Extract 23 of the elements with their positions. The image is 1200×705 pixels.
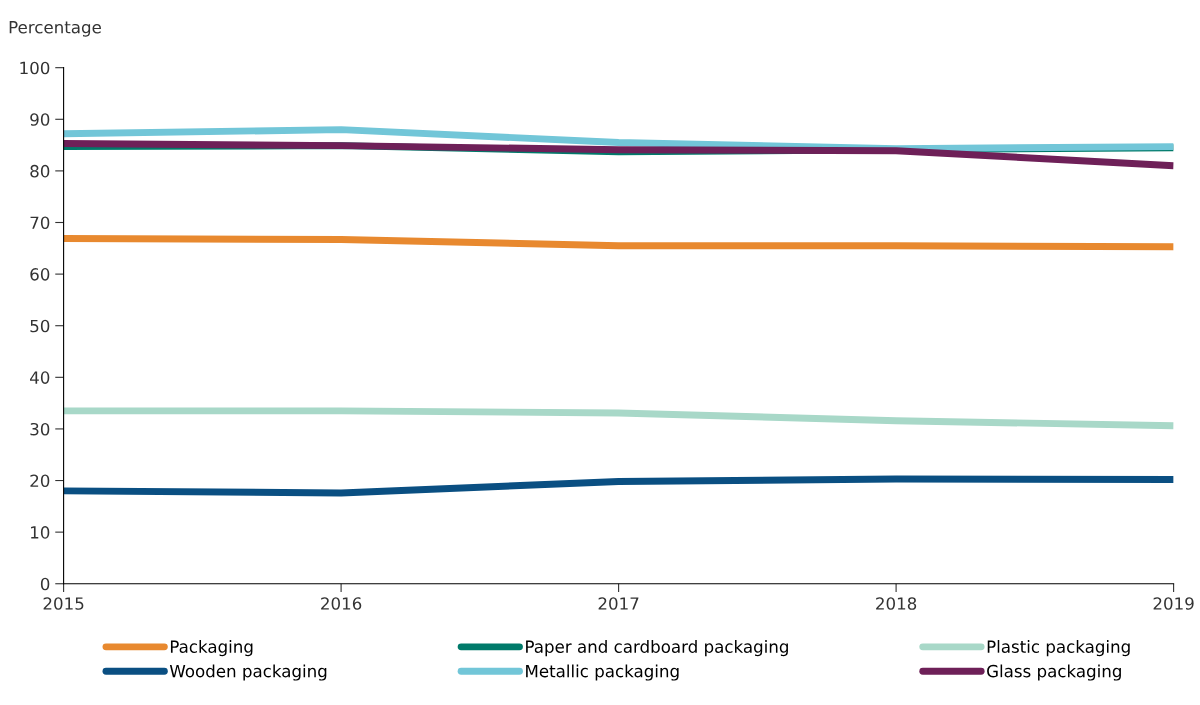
y-tick-label: 10 (31, 526, 50, 539)
y-tick-label: 60 (30, 268, 50, 281)
x-tick-label: 2019 (1153, 597, 1194, 610)
y-tick-label: 70 (30, 216, 50, 230)
x-tick-label: 2016 (321, 597, 362, 610)
x-tick-label: 2017 (598, 597, 639, 610)
y-tick-label: 40 (30, 371, 50, 384)
legend-label: Plastic packaging (987, 640, 1130, 657)
x-tick-label: 2015 (43, 597, 84, 610)
y-tick-label: 50 (30, 319, 50, 333)
legend-label: Glass packaging (987, 664, 1121, 681)
y-tick-label: 80 (30, 164, 50, 178)
y-tick-label: 20 (30, 474, 50, 488)
x-tick-label: 2018 (876, 597, 917, 610)
legend-label: Paper and cardboard packaging (526, 640, 788, 657)
y-tick-label: 100 (20, 61, 50, 75)
legend-label: Packaging (170, 640, 253, 657)
y-tick-label: 30 (30, 422, 50, 436)
y-axis-title: Percentage (9, 21, 101, 37)
y-tick-label: 90 (30, 113, 50, 126)
legend-label: Metallic packaging (526, 664, 679, 681)
y-tick-label: 0 (40, 577, 50, 591)
legend-label: Wooden packaging (169, 664, 327, 681)
